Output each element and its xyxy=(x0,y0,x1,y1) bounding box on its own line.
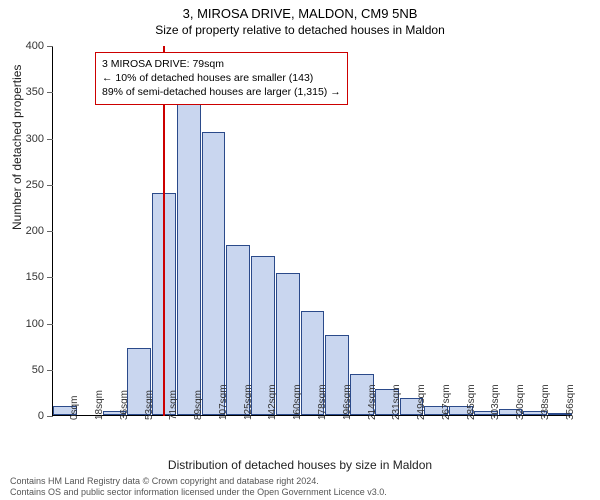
y-tick xyxy=(47,324,53,325)
footer-line-1: Contains HM Land Registry data © Crown c… xyxy=(10,476,387,487)
x-axis-title: Distribution of detached houses by size … xyxy=(0,458,600,472)
annotation-line: ← 10% of detached houses are smaller (14… xyxy=(102,71,341,85)
y-tick-label: 100 xyxy=(14,318,44,330)
y-tick-label: 150 xyxy=(14,271,44,283)
y-tick-label: 0 xyxy=(14,410,44,422)
plot-wrap: 0501001502002503003504000sqm18sqm36sqm53… xyxy=(52,46,572,416)
chart-subtitle: Size of property relative to detached ho… xyxy=(0,21,600,37)
y-tick-label: 50 xyxy=(14,364,44,376)
histogram-bar xyxy=(202,132,226,415)
histogram-bar xyxy=(177,97,201,415)
x-tick-label: 18sqm xyxy=(94,390,105,420)
footer-line-2: Contains OS and public sector informatio… xyxy=(10,487,387,498)
y-tick xyxy=(47,92,53,93)
y-tick xyxy=(47,416,53,417)
chart-title: 3, MIROSA DRIVE, MALDON, CM9 5NB xyxy=(0,0,600,21)
y-tick xyxy=(47,46,53,47)
x-tick-label: 356sqm xyxy=(565,384,576,420)
y-tick xyxy=(47,231,53,232)
y-tick-label: 200 xyxy=(14,225,44,237)
y-tick xyxy=(47,185,53,186)
y-tick-label: 400 xyxy=(14,40,44,52)
y-tick xyxy=(47,370,53,371)
footer-attribution: Contains HM Land Registry data © Crown c… xyxy=(10,476,387,498)
annotation-line: 89% of semi-detached houses are larger (… xyxy=(102,85,341,99)
y-tick-label: 300 xyxy=(14,133,44,145)
y-tick-label: 350 xyxy=(14,86,44,98)
y-tick xyxy=(47,277,53,278)
y-tick-label: 250 xyxy=(14,179,44,191)
y-tick xyxy=(47,139,53,140)
annotation-line: 3 MIROSA DRIVE: 79sqm xyxy=(102,57,341,71)
chart-container: 3, MIROSA DRIVE, MALDON, CM9 5NB Size of… xyxy=(0,0,600,500)
annotation-box: 3 MIROSA DRIVE: 79sqm← 10% of detached h… xyxy=(95,52,348,105)
x-tick-label: 0sqm xyxy=(69,396,80,420)
plot-area: 0501001502002503003504000sqm18sqm36sqm53… xyxy=(52,46,572,416)
